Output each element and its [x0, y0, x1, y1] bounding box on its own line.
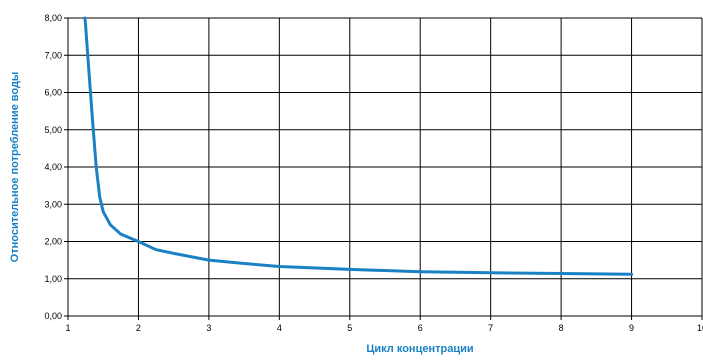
y-tick-label: 4,00 [44, 162, 62, 172]
y-tick-label: 1,00 [44, 274, 62, 284]
series-lines [83, 16, 634, 276]
series-line [83, 16, 634, 276]
x-axis-title: Цикл концентрации [366, 343, 473, 355]
y-tick-label: 2,00 [44, 237, 62, 247]
y-tick-label: 0,00 [44, 311, 62, 321]
y-tick-label: 5,00 [44, 125, 62, 135]
x-tick-label: 3 [206, 323, 211, 333]
x-tick-label: 9 [629, 323, 634, 333]
y-tick-label: 8,00 [44, 13, 62, 23]
y-tick-label: 3,00 [44, 199, 62, 209]
x-tick-label: 4 [277, 323, 282, 333]
x-tick-label: 8 [559, 323, 564, 333]
x-tick-labels: 1 2 3 4 5 6 7 8 9 10 [65, 316, 703, 333]
y-tick-label: 7,00 [44, 50, 62, 60]
x-tick-label: 6 [418, 323, 423, 333]
x-tick-label: 2 [136, 323, 141, 333]
y-axis-title: Относительное потребление воды [9, 72, 21, 263]
y-tick-labels: 0,00 1,00 2,00 3,00 4,00 5,00 6,00 7,00 8,00 [44, 13, 68, 321]
x-tick-label: 1 [65, 323, 70, 333]
grid-lines [67, 17, 703, 317]
y-tick-label: 6,00 [44, 88, 62, 98]
x-tick-label: 7 [488, 323, 493, 333]
x-tick-label: 5 [347, 323, 352, 333]
x-tick-label: 10 [697, 323, 703, 333]
